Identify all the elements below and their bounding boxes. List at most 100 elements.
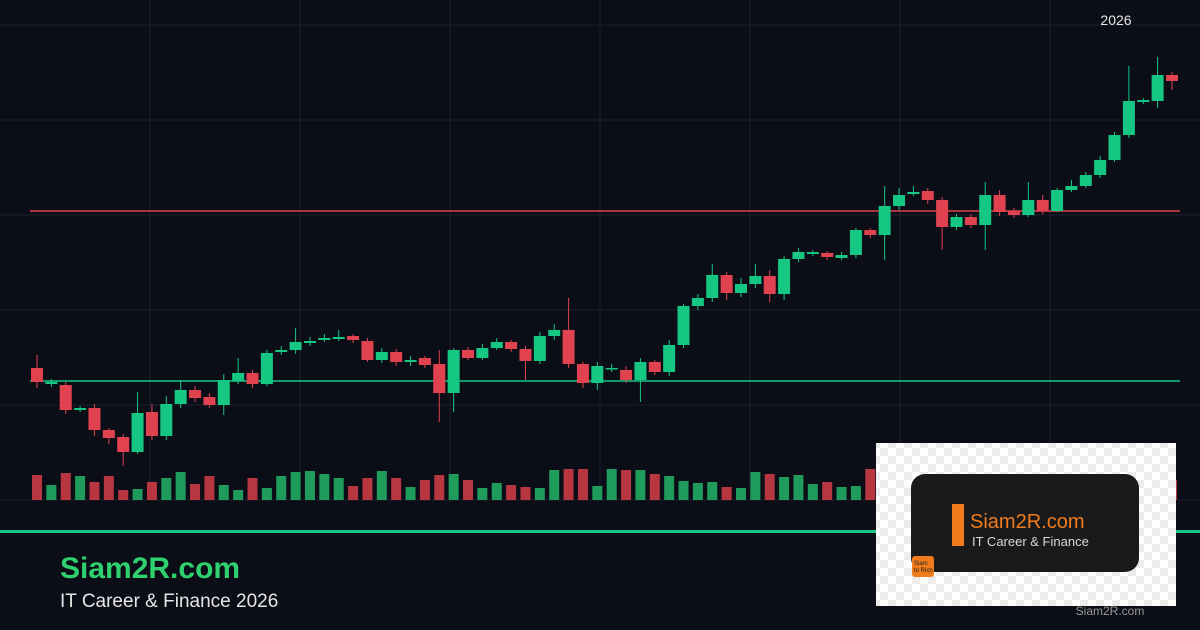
candle-body xyxy=(318,338,331,340)
logo-icon-text: to Rich xyxy=(914,568,933,574)
volume-bar xyxy=(549,470,560,500)
volume-bar xyxy=(434,475,445,500)
candle-body xyxy=(792,252,805,259)
volume-bar xyxy=(807,484,818,500)
candle-body xyxy=(433,364,446,393)
candle-body xyxy=(749,276,762,284)
volume-bar xyxy=(621,470,632,500)
logo-icon-text: Siam xyxy=(914,561,928,567)
candle-body xyxy=(332,337,345,339)
candle-body xyxy=(533,336,546,361)
candle-body xyxy=(706,275,719,298)
volume-bar xyxy=(405,487,416,500)
candle-body xyxy=(145,412,158,436)
candle-body xyxy=(806,252,819,254)
candle-body xyxy=(519,349,532,361)
volume-bar xyxy=(850,486,861,500)
volume-bar xyxy=(419,480,430,500)
volume-bar xyxy=(261,488,272,500)
candle-body xyxy=(720,275,733,293)
volume-bar xyxy=(750,472,761,500)
volume-bar xyxy=(190,484,201,500)
candle-body xyxy=(1151,75,1164,101)
candle-body xyxy=(1079,175,1092,186)
volume-bar xyxy=(865,469,876,500)
candle-body xyxy=(275,350,288,352)
candle-body xyxy=(591,366,604,383)
candle-body xyxy=(59,385,72,410)
volume-bar xyxy=(735,488,746,500)
volume-bar xyxy=(577,469,588,500)
candle-body xyxy=(490,342,503,348)
candle-body xyxy=(45,382,58,384)
candle-body xyxy=(677,306,690,345)
candle-body xyxy=(907,192,920,194)
candle-body xyxy=(88,408,101,430)
volume-bar xyxy=(793,475,804,500)
candle-body xyxy=(117,437,130,452)
candle-body xyxy=(778,259,791,294)
candle-body xyxy=(74,408,87,410)
candle-body xyxy=(979,195,992,225)
candle-body xyxy=(821,253,834,257)
candle-body xyxy=(864,230,877,235)
candle-body xyxy=(950,217,963,227)
vertical-grid xyxy=(149,0,1051,500)
x-label: 2026 xyxy=(1100,12,1131,28)
logo-box xyxy=(911,474,1139,572)
logo-title: Siam2R.com xyxy=(970,511,1084,533)
candle-body xyxy=(562,330,575,364)
volume-bar xyxy=(563,469,574,500)
volume-bar xyxy=(477,488,488,500)
volume-bar xyxy=(89,482,100,500)
candle-body xyxy=(1166,75,1178,81)
candle-body xyxy=(663,345,676,372)
candle-body xyxy=(232,373,245,381)
volume-bar xyxy=(60,473,71,500)
candle-body xyxy=(1022,200,1035,215)
volume-bar xyxy=(103,476,114,500)
candle-body xyxy=(605,368,618,370)
candle-body xyxy=(1122,101,1135,135)
candle-body xyxy=(361,341,374,360)
candle-body xyxy=(936,200,949,227)
candle-body xyxy=(260,353,273,384)
volume-bar xyxy=(534,488,545,500)
candle-body xyxy=(648,362,661,372)
candle-body xyxy=(189,390,202,398)
candle-body xyxy=(404,360,417,362)
candle-body xyxy=(447,350,460,393)
brand-subtitle: IT Career & Finance 2026 xyxy=(60,591,278,612)
candle-body xyxy=(303,341,316,343)
volume-bar xyxy=(491,483,502,500)
candle-body xyxy=(993,195,1006,212)
candle-body xyxy=(476,348,489,358)
candle-body xyxy=(160,404,173,436)
candle-body xyxy=(505,342,518,349)
volume-bar xyxy=(348,486,359,500)
volume-bar xyxy=(233,490,244,500)
volume-bar xyxy=(290,472,301,500)
candle-body xyxy=(462,350,475,358)
candle-body xyxy=(31,368,43,382)
volume-bar xyxy=(118,490,129,500)
candle-body xyxy=(289,342,302,350)
volume-bar xyxy=(664,476,675,500)
logo-subtitle: IT Career & Finance xyxy=(972,534,1089,549)
candle-body xyxy=(878,206,891,235)
logo-icon xyxy=(912,556,934,577)
candle-body xyxy=(203,397,216,405)
volume-bar xyxy=(721,487,732,500)
candle-body xyxy=(849,230,862,255)
candle-body xyxy=(634,362,647,380)
volume-bar xyxy=(75,476,86,500)
candle-body xyxy=(576,364,589,383)
volume-bar xyxy=(247,478,258,500)
volume-bar xyxy=(779,477,790,500)
volume-bar xyxy=(822,482,833,500)
candle-body xyxy=(1051,190,1064,211)
volume-bar xyxy=(175,472,186,500)
volume-bar xyxy=(836,487,847,500)
